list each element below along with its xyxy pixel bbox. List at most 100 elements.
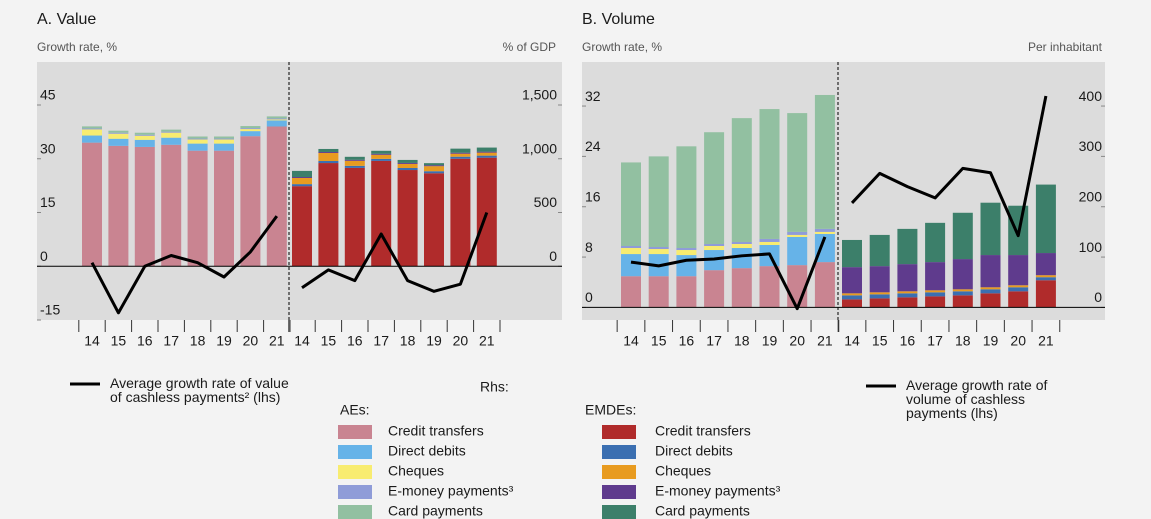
x-tick-label: 20 xyxy=(243,333,259,349)
bar-segment xyxy=(344,160,365,166)
y-tick-label: 0 xyxy=(40,248,48,264)
bar-segment xyxy=(397,167,418,171)
bar-segment xyxy=(214,150,234,267)
x-tick-label: 18 xyxy=(190,333,206,349)
x-tick-label: 16 xyxy=(900,333,916,349)
bar-segment xyxy=(952,212,973,260)
bar-segment xyxy=(787,236,808,266)
bar-segment xyxy=(82,128,102,130)
bar-segment xyxy=(648,276,669,308)
x-tick-label: 21 xyxy=(817,333,833,349)
bar-segment xyxy=(842,295,862,300)
bar-segment xyxy=(214,143,234,151)
bar-segment xyxy=(814,262,835,308)
bar-segment xyxy=(318,152,339,162)
bar-segment xyxy=(108,145,129,267)
bar-segment xyxy=(814,231,835,234)
legend-swatch xyxy=(602,485,636,499)
bar-segment xyxy=(134,135,155,140)
x-tick-label: 19 xyxy=(216,333,232,349)
bar-segment xyxy=(371,160,392,267)
legend-label: Credit transfers xyxy=(655,423,751,439)
bar-segment xyxy=(187,136,208,139)
y2-tick-label: 0 xyxy=(549,248,557,264)
legend-swatch xyxy=(602,445,636,459)
legend-label: Card payments xyxy=(388,503,483,519)
legend-label: Card payments xyxy=(655,503,750,519)
y-tick-label: 32 xyxy=(585,88,601,104)
growth-line xyxy=(301,211,489,293)
growth-line xyxy=(630,236,827,311)
bar-segment xyxy=(240,131,261,137)
legend-label: Cheques xyxy=(655,463,711,479)
bar-segment xyxy=(161,129,182,132)
growth-line xyxy=(90,215,279,315)
bar-segment xyxy=(292,177,312,185)
bar-segment xyxy=(842,267,862,294)
bar-segment xyxy=(1035,253,1056,276)
bar-segment xyxy=(240,136,261,267)
bar-segment xyxy=(240,129,261,132)
bar-segment xyxy=(704,243,725,246)
y2-tick-label: 100 xyxy=(1079,239,1103,255)
bar-segment xyxy=(134,132,155,135)
bar-segment xyxy=(318,148,339,152)
y2-axis-label: % of GDP xyxy=(503,40,556,54)
x-tick-label: 15 xyxy=(872,333,888,349)
bar-segment xyxy=(676,255,697,277)
y2-tick-label: 200 xyxy=(1079,188,1103,204)
bar-segment xyxy=(897,293,918,298)
bar-segment xyxy=(318,161,339,164)
bar-segment xyxy=(82,126,102,129)
bar-segment xyxy=(397,170,418,267)
legend-swatch xyxy=(338,505,372,519)
x-tick-label: 20 xyxy=(453,333,469,349)
bar-segment xyxy=(897,264,918,292)
y-tick-label: 30 xyxy=(40,140,56,156)
bar-segment xyxy=(621,245,641,249)
bar-segment xyxy=(214,136,234,139)
y-tick-label: 45 xyxy=(40,87,56,103)
bar-segment xyxy=(925,296,946,308)
bar-segment xyxy=(476,147,497,152)
x-tick-label: 18 xyxy=(734,333,750,349)
bar-segment xyxy=(980,293,1001,308)
bar-segment xyxy=(759,109,780,239)
y-tick-label: -15 xyxy=(40,302,60,318)
bar-segment xyxy=(731,243,752,249)
y2-tick-label: 1,000 xyxy=(522,140,557,156)
bar-segment xyxy=(869,298,890,308)
bar-segment xyxy=(842,299,862,308)
bar-segment xyxy=(897,228,918,265)
bar-segment xyxy=(266,116,287,119)
chart-title: B. Volume xyxy=(582,11,655,28)
bar-segment xyxy=(82,142,102,267)
bar-segment xyxy=(814,228,835,232)
x-tick-label: 16 xyxy=(347,333,363,349)
bar-segment xyxy=(134,139,155,147)
bar-segment xyxy=(266,120,287,127)
bar-segment xyxy=(1008,255,1029,286)
bar-segment xyxy=(187,143,208,151)
bar-segment xyxy=(82,129,102,136)
bar-segment xyxy=(814,94,835,229)
legend-heading: Rhs: xyxy=(480,379,509,395)
y-axis-label: Growth rate, % xyxy=(582,40,662,54)
bar-segment xyxy=(787,113,808,232)
bar-segment xyxy=(161,144,182,267)
bar-segment xyxy=(108,133,129,139)
bar-segment xyxy=(704,245,725,251)
bar-segment xyxy=(266,126,287,267)
bar-segment xyxy=(450,156,471,159)
bar-segment xyxy=(787,265,808,308)
bar-segment xyxy=(318,151,339,153)
legend-label: Average growth rate of volume of cashles… xyxy=(906,378,1048,421)
legend-label: Direct debits xyxy=(388,443,466,459)
bar-segment xyxy=(1035,275,1056,278)
y-tick-label: 15 xyxy=(40,194,56,210)
bar-segment xyxy=(187,150,208,267)
bar-segment xyxy=(371,150,392,154)
x-tick-label: 14 xyxy=(844,333,860,349)
bar-segment xyxy=(397,159,418,163)
